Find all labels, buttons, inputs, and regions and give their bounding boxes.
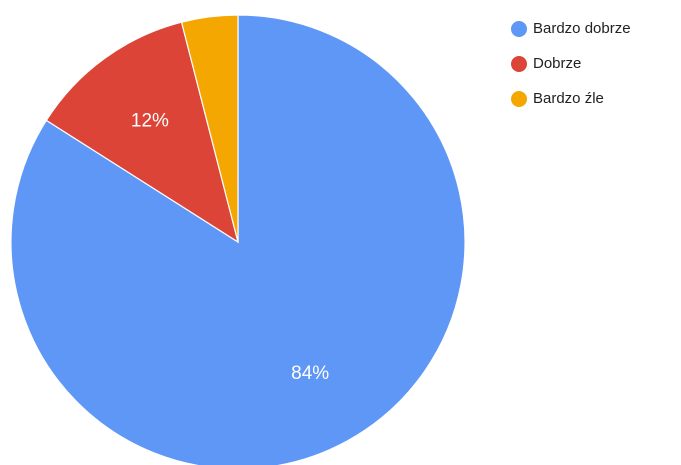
pie-slice-bardzo-zle[interactable] bbox=[180, 14, 239, 243]
legend-swatch-bardzo-zle bbox=[511, 90, 527, 107]
pie-slice-dobrze[interactable] bbox=[45, 21, 239, 244]
legend-label-bardzo-dobrze: Bardzo dobrze bbox=[533, 20, 631, 37]
legend-label-dobrze: Dobrze bbox=[533, 55, 582, 72]
legend-swatch-bardzo-dobrze bbox=[511, 20, 527, 37]
pie-slice-label-dobrze: 12% bbox=[131, 110, 169, 131]
legend-label-bardzo-zle: Bardzo źle bbox=[533, 90, 604, 107]
legend: Bardzo dobrze Dobrze Bardzo źle bbox=[511, 11, 631, 116]
pie-slice-label-bardzo-dobrze: 84% bbox=[291, 363, 329, 384]
legend-item-bardzo-zle[interactable]: Bardzo źle bbox=[511, 81, 631, 116]
pie-slice-labels: 84% 12% bbox=[131, 110, 329, 383]
legend-item-bardzo-dobrze[interactable]: Bardzo dobrze bbox=[511, 11, 631, 46]
legend-item-dobrze[interactable]: Dobrze bbox=[511, 46, 631, 81]
pie-slices bbox=[10, 14, 466, 465]
legend-swatch-dobrze bbox=[511, 55, 527, 72]
pie-slice-bardzo-dobrze[interactable] bbox=[10, 14, 466, 465]
